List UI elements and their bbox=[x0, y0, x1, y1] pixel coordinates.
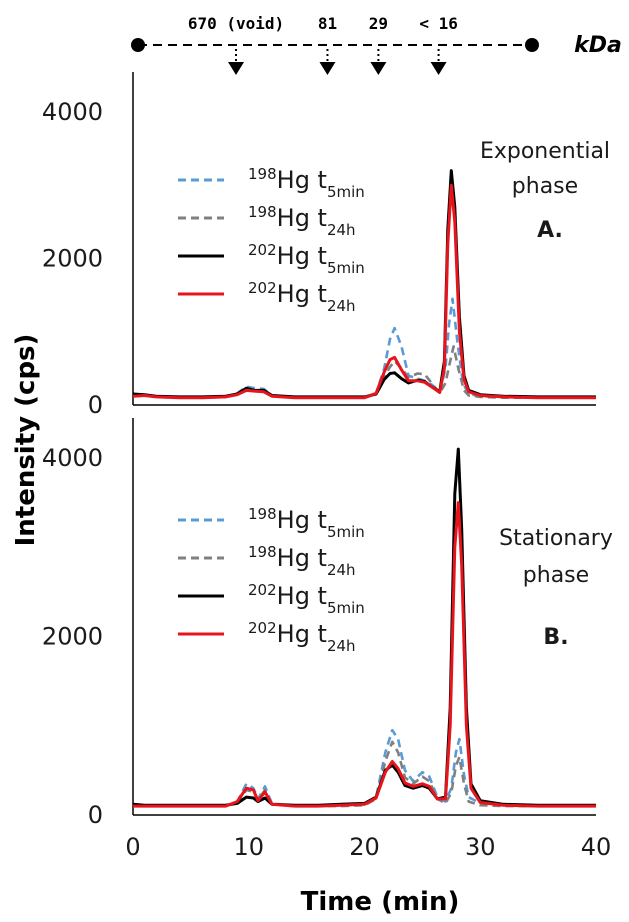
panel-caption-line2: phase bbox=[512, 174, 578, 199]
legend-label: 202Hg t24h bbox=[248, 279, 356, 315]
y-tick-label: 2000 bbox=[42, 623, 103, 651]
legend-isotope: 202 bbox=[248, 581, 277, 599]
y-axis-title: Intensity (cps) bbox=[11, 334, 41, 547]
series-line bbox=[133, 501, 596, 808]
y-tick-label: 0 bbox=[88, 391, 103, 419]
legend-label: 202Hg t5min bbox=[248, 581, 365, 617]
panel-caption-line1: Stationary bbox=[499, 526, 613, 551]
legend-isotope: 202 bbox=[248, 241, 277, 259]
panel-caption-line2: phase bbox=[523, 563, 589, 588]
legend-time: 5min bbox=[327, 259, 365, 277]
marker-arrowhead bbox=[228, 62, 245, 75]
x-axis-title: Time (min) bbox=[301, 887, 460, 917]
series-line bbox=[132, 728, 596, 808]
legend-symbol: Hg t bbox=[277, 544, 327, 572]
x-tick-label: 30 bbox=[465, 833, 496, 861]
legend-label: 198Hg t24h bbox=[248, 543, 356, 579]
marker-arrowhead bbox=[319, 62, 336, 75]
y-tick-label: 2000 bbox=[42, 245, 103, 273]
marker-label: 29 bbox=[369, 14, 388, 33]
series-line bbox=[132, 297, 596, 399]
legend-label: 198Hg t24h bbox=[248, 203, 356, 239]
legend-isotope: 198 bbox=[248, 165, 277, 183]
legend-time: 24h bbox=[327, 297, 356, 315]
marker-scale-end-dot bbox=[525, 38, 539, 52]
legend-symbol: Hg t bbox=[277, 620, 327, 648]
legend-time: 24h bbox=[327, 637, 356, 655]
y-tick-label: 0 bbox=[88, 801, 103, 829]
series-line bbox=[132, 169, 596, 399]
panel-letter: A. bbox=[537, 218, 563, 243]
marker-label: < 16 bbox=[419, 14, 458, 33]
panel-caption-line1: Exponential bbox=[480, 139, 610, 164]
x-tick-label: 20 bbox=[349, 833, 380, 861]
marker-arrowhead bbox=[370, 62, 387, 75]
marker-label: 81 bbox=[318, 14, 337, 33]
y-tick-label: 4000 bbox=[42, 98, 103, 126]
legend-symbol: Hg t bbox=[277, 204, 327, 232]
legend-isotope: 202 bbox=[248, 619, 277, 637]
x-tick-label: 0 bbox=[125, 833, 140, 861]
legend-label: 202Hg t5min bbox=[248, 241, 365, 277]
legend-symbol: Hg t bbox=[277, 166, 327, 194]
marker-label: 670 (void) bbox=[188, 14, 284, 33]
legend-time: 5min bbox=[327, 523, 365, 541]
x-tick-label: 40 bbox=[581, 833, 612, 861]
kda-unit-label: kDa bbox=[574, 33, 622, 58]
series-line bbox=[132, 345, 596, 399]
marker-arrowhead bbox=[430, 62, 447, 75]
legend-label: 198Hg t5min bbox=[248, 505, 365, 541]
y-tick-label: 4000 bbox=[42, 444, 103, 472]
legend-time: 5min bbox=[327, 599, 365, 617]
series-line bbox=[133, 740, 596, 808]
legend-isotope: 198 bbox=[248, 505, 277, 523]
legend-label: 202Hg t24h bbox=[248, 619, 356, 655]
legend-label: 198Hg t5min bbox=[248, 165, 365, 201]
panel-letter: B. bbox=[543, 625, 568, 650]
legend-isotope: 198 bbox=[248, 543, 277, 561]
legend-symbol: Hg t bbox=[277, 242, 327, 270]
x-tick-label: 10 bbox=[233, 833, 264, 861]
legend-time: 24h bbox=[327, 561, 356, 579]
legend-symbol: Hg t bbox=[277, 582, 327, 610]
legend-isotope: 198 bbox=[248, 203, 277, 221]
legend-symbol: Hg t bbox=[277, 280, 327, 308]
series-line bbox=[132, 447, 596, 807]
marker-scale-start-dot bbox=[131, 38, 145, 52]
legend-symbol: Hg t bbox=[277, 506, 327, 534]
size-marker-header: kDa 670 (void) 81 29 < 16 bbox=[131, 14, 622, 75]
legend-time: 5min bbox=[327, 183, 365, 201]
legend-time: 24h bbox=[327, 221, 356, 239]
series-line bbox=[132, 183, 596, 400]
shared-axes: 0 10 20 30 40 Time (min) Intensity (cps) bbox=[11, 334, 611, 917]
legend-isotope: 202 bbox=[248, 279, 277, 297]
